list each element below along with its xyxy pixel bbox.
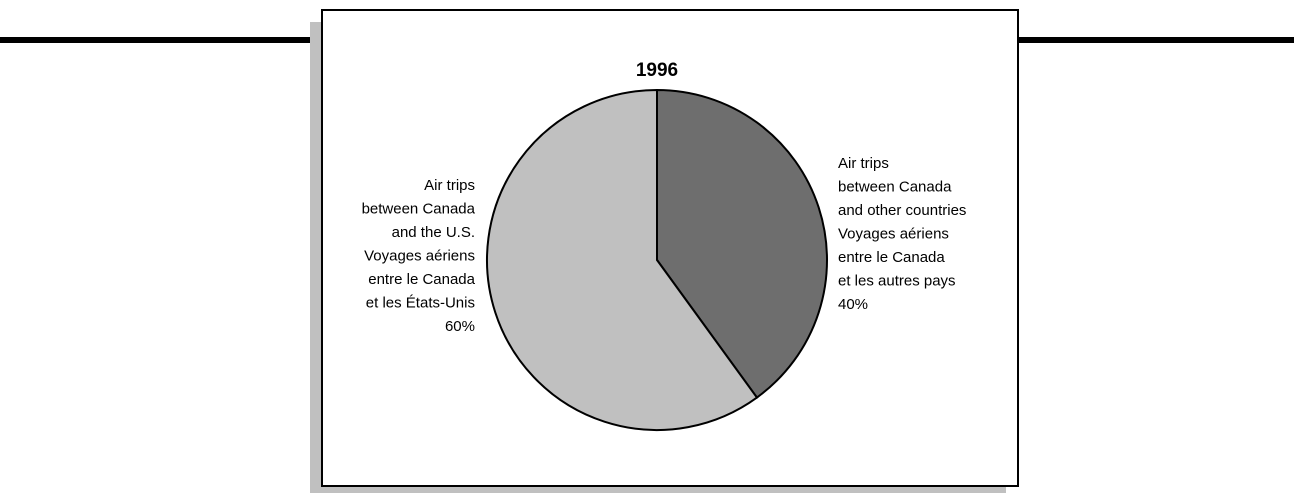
- chart-title: 1996: [636, 60, 678, 81]
- slice-label: Voyages aériens: [838, 225, 949, 242]
- slice-label: Air trips: [424, 177, 475, 194]
- slice-label: entre le Canada: [368, 271, 475, 288]
- value-label: 60%: [445, 318, 475, 335]
- slice-label: Voyages aériens: [364, 247, 475, 264]
- slice-label: and the U.S.: [392, 224, 475, 241]
- slice-label: Air trips: [838, 155, 889, 172]
- slice-label: and other countries: [838, 202, 966, 219]
- slice-label: et les autres pays: [838, 272, 956, 289]
- slice-label: et les États-Unis: [366, 294, 475, 311]
- slice-label: between Canada: [362, 200, 476, 217]
- value-label: 40%: [838, 296, 868, 313]
- pie-slice: [656, 88, 829, 399]
- pie-slice: [486, 88, 759, 431]
- slice-label: entre le Canada: [838, 249, 945, 266]
- slice-label: between Canada: [838, 178, 952, 195]
